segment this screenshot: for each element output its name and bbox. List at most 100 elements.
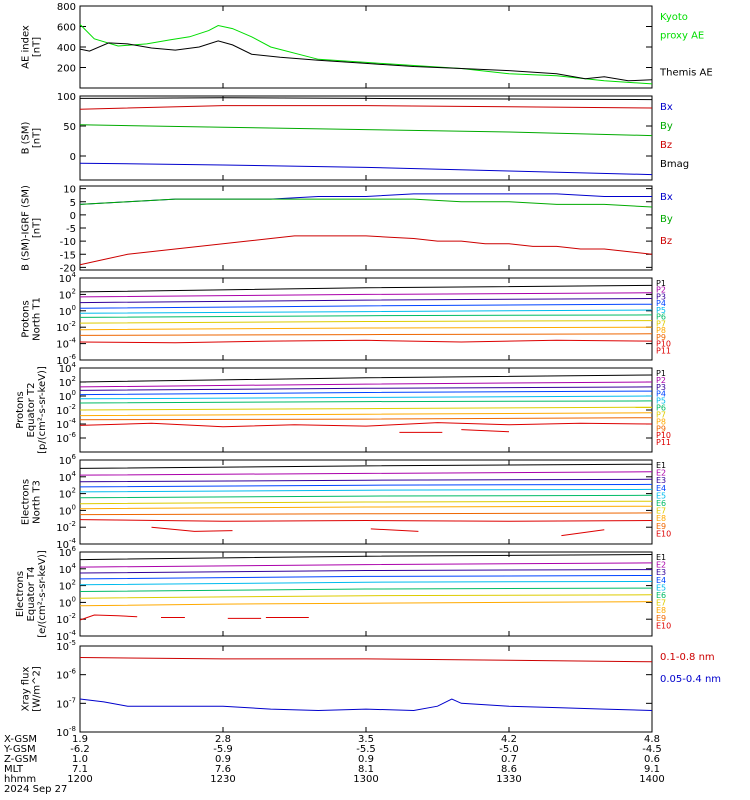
y-tick-label: 10-2 — [56, 612, 76, 626]
y-tick-label: 400 — [57, 43, 76, 54]
legend-label: P8 — [656, 326, 666, 335]
legend-label: E9 — [656, 522, 666, 531]
legend-label: By — [660, 214, 673, 225]
x-column-value: 0.9 — [215, 754, 231, 765]
legend-label: P7 — [656, 410, 666, 419]
series-line-3 — [79, 569, 653, 574]
series-line-9 — [79, 512, 653, 516]
x-row-label: 2024 Sep 27 — [4, 784, 67, 795]
legend-label: E8 — [656, 606, 666, 615]
y-axis-label: [nT] — [32, 218, 43, 238]
y-tick-label: 10 — [63, 185, 76, 196]
y-tick-label: 5 — [70, 198, 76, 209]
legend-label: P4 — [656, 299, 666, 308]
y-tick-label: 10-4 — [56, 537, 76, 551]
y-tick-label: 10-6 — [56, 353, 76, 367]
series-line-2 — [79, 698, 653, 712]
y-axis-label: AE index — [21, 25, 32, 69]
series-line-5 — [79, 395, 653, 400]
legend-label: P2 — [656, 376, 666, 385]
y-tick-label: 102 — [59, 375, 76, 389]
y-axis-label: Protons — [21, 300, 32, 337]
y-tick-label: 100 — [57, 92, 76, 103]
x-row-label: Z-GSM — [4, 754, 37, 765]
legend-label: E7 — [656, 507, 666, 516]
series-line-7 — [79, 320, 653, 324]
panel-3: -20 -15 -10 -5 0 5 10 B (SM)-IGRF (SM) [nT] Bx By B… — [21, 185, 673, 275]
series-line-2 — [79, 292, 653, 298]
y-axis-label: Electrons — [15, 571, 26, 617]
series-line-7 — [79, 594, 653, 599]
x-column-value: -5.0 — [499, 744, 519, 755]
series-line-6 — [79, 400, 653, 404]
panel-7: 106 104 102 100 10-2 10-4 Electrons Equator T4[… — [15, 545, 671, 643]
legend-label: E2 — [656, 561, 666, 570]
legend-label: P11 — [656, 438, 671, 447]
series-line-2 — [79, 471, 653, 476]
series-line-2 — [79, 40, 653, 82]
series-line-2 — [79, 105, 653, 110]
y-tick-label: 0 — [70, 211, 76, 222]
x-column-value: 1300 — [353, 774, 378, 785]
series-line-10 — [79, 519, 653, 522]
legend-label: proxy AE — [660, 31, 704, 42]
legend-label: Kyoto — [660, 12, 688, 23]
y-tick-label: 10-6 — [56, 668, 76, 682]
legend-label: E5 — [656, 583, 666, 592]
legend-label: Bz — [660, 140, 672, 151]
legend-label: P6 — [656, 404, 666, 413]
legend-label: E10 — [656, 621, 671, 630]
x-column-value: 1230 — [210, 774, 235, 785]
y-tick-label: 10-8 — [56, 725, 76, 739]
legend-label: P1 — [656, 369, 666, 378]
legend-label: P10 — [656, 431, 671, 440]
y-tick-label: 104 — [59, 470, 77, 484]
y-tick-label: 200 — [57, 64, 76, 75]
y-axis-label: Protons — [15, 391, 26, 428]
series-line-9 — [79, 614, 138, 621]
y-axis-label: Equator T4 — [26, 567, 37, 622]
legend-label: E1 — [656, 553, 666, 562]
x-row-label: hhmm — [4, 774, 36, 785]
legend-label: P3 — [656, 383, 666, 392]
panel-1: 200 400 600 800 AE index [nT] Kyoto proxy AE The… — [21, 2, 713, 89]
legend-label: P5 — [656, 397, 666, 406]
x-column-value: 7.6 — [215, 764, 231, 775]
y-axis-label: [W/m^2] — [32, 666, 43, 712]
y-tick-label: -15 — [60, 250, 76, 261]
legend-label: P4 — [656, 390, 666, 399]
legend-label: 0.1-0.8 nm — [660, 652, 715, 663]
y-tick-label: 102 — [59, 287, 76, 301]
y-axis-label: [nT] — [32, 128, 43, 148]
x-column-value: 7.1 — [72, 764, 88, 775]
series-line-10 — [79, 422, 653, 428]
legend-label: 0.05-0.4 nm — [660, 674, 721, 685]
series-line-6 — [79, 587, 653, 592]
legend-label: E2 — [656, 469, 666, 478]
x-column-value: 1.9 — [72, 734, 88, 745]
panel-4: 104 102 100 10-2 10-4 10-6 Protons North T1 P1P2… — [21, 271, 672, 367]
y-tick-label: 10-2 — [56, 520, 76, 534]
legend-label: P9 — [656, 333, 666, 342]
series-line-1 — [79, 97, 653, 101]
y-axis-label: Xray flux — [21, 667, 32, 712]
x-column-value: 2.8 — [215, 734, 231, 745]
y-axis-label: [nT] — [32, 37, 43, 57]
series-line-9 — [79, 417, 653, 421]
y-axis-label: North T1 — [32, 297, 43, 341]
y-tick-label: 100 — [59, 304, 76, 318]
legend-label: E4 — [656, 576, 666, 585]
x-row-label: Y-GSM — [3, 744, 36, 755]
legend-label: E10 — [656, 529, 671, 538]
legend-label: E3 — [656, 476, 666, 485]
legend-label: E8 — [656, 514, 666, 523]
series-line-2 — [79, 381, 653, 388]
y-tick-label: 102 — [59, 487, 76, 501]
x-row-label: X-GSM — [4, 734, 37, 745]
legend-label: P7 — [656, 319, 666, 328]
series-line-6 — [79, 494, 653, 499]
legend-label: E9 — [656, 614, 666, 623]
x-column-value: -6.2 — [70, 744, 90, 755]
